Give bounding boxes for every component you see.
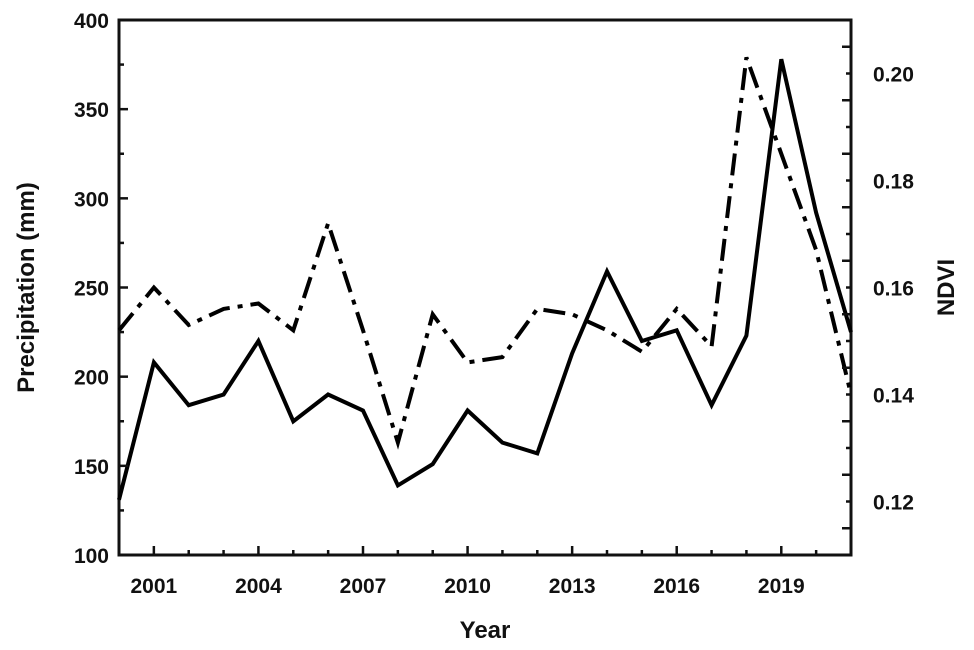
y2-tick-label: 0.14 [873,385,914,408]
x-tick-label: 2016 [653,575,700,598]
series-line-precipitation [117,58,853,501]
y-axis-left-title: Precipitation (mm) [13,182,40,393]
x-tick-label: 2007 [340,575,387,598]
y-tick-label: 100 [74,545,109,568]
y-tick-label: 350 [74,99,109,122]
series-line-ndvi [117,56,853,450]
x-tick-label: 2019 [758,575,805,598]
y-axis-left: 100 150 200 250 300 350 400 [74,10,128,568]
y2-tick-label: 0.12 [873,492,914,515]
x-tick-label: 2013 [549,575,596,598]
x-tick-label: 2010 [444,575,491,598]
x-tick-label: 2001 [130,575,177,598]
y-tick-label: 150 [74,456,109,479]
y-tick-label: 200 [74,367,109,390]
y-axis-right: 0.12 0.14 0.16 0.18 0.20 [842,18,914,557]
series-layer [117,56,853,501]
y-tick-label: 300 [74,188,109,211]
x-tick-label: 2004 [235,575,282,598]
y2-tick-label: 0.20 [873,64,914,87]
y-tick-label: 400 [74,10,109,33]
y-axis-right-title: NDVI [933,259,960,316]
y-tick-label: 250 [74,278,109,301]
x-axis: 2001 2004 2007 2010 2013 2016 2019 [117,546,853,598]
y2-tick-label: 0.16 [873,278,914,301]
y2-tick-label: 0.18 [873,171,914,194]
x-axis-title: Year [460,617,511,644]
